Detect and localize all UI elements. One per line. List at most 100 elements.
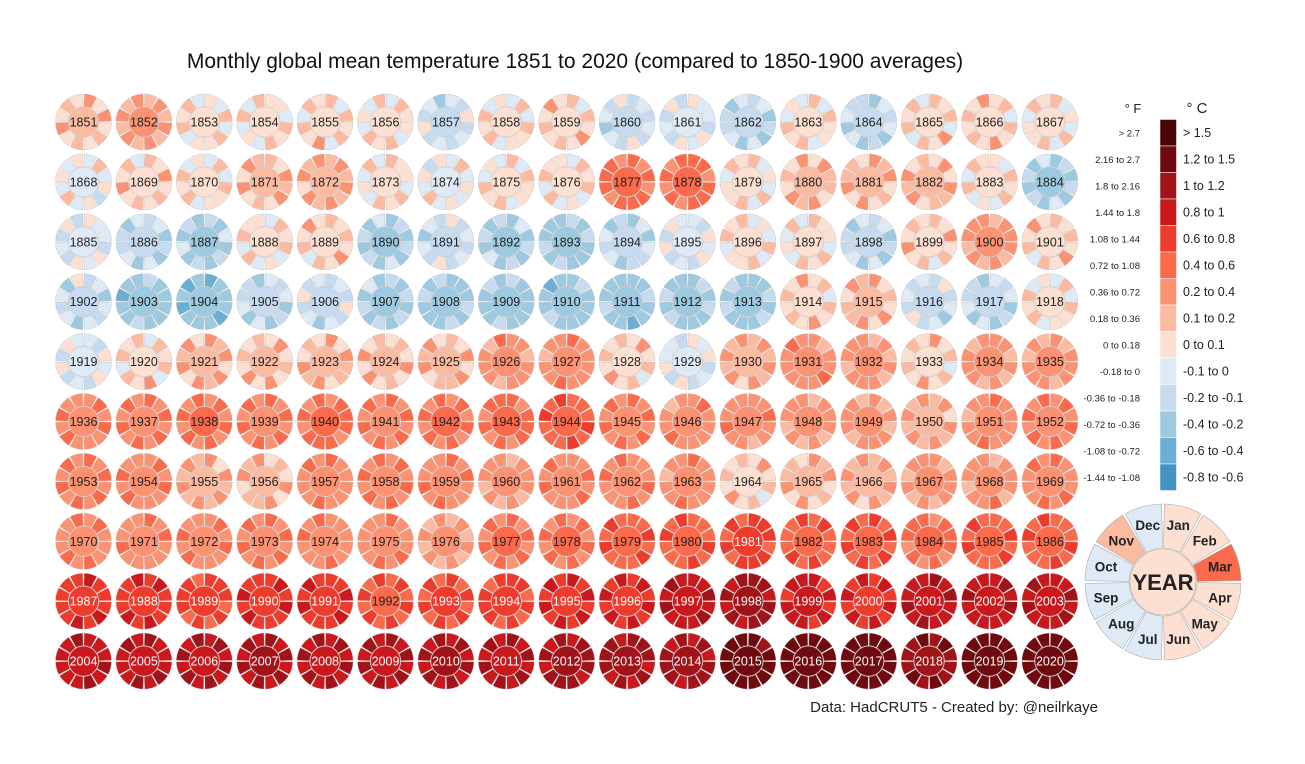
credit-text: Data: HadCRUT5 - Created by: @neilrkaye <box>810 699 1098 716</box>
month-segment <box>598 108 614 122</box>
month-segment <box>69 434 84 450</box>
month-segment <box>640 108 656 122</box>
year-label: 1865 <box>915 116 943 130</box>
month-segment <box>942 228 958 242</box>
month-segment <box>876 337 893 354</box>
month-segment <box>900 168 916 182</box>
month-segment <box>190 255 205 270</box>
month-segment <box>251 333 265 349</box>
month-segment <box>961 661 977 675</box>
month-segment <box>144 255 158 270</box>
year-wheel: 1874 <box>417 153 475 211</box>
month-segment <box>311 153 325 169</box>
month-segment <box>566 374 581 390</box>
month-segment <box>794 393 809 409</box>
year-wheel: 1989 <box>176 573 233 630</box>
year-label: 1861 <box>674 116 702 130</box>
year-label: 1992 <box>372 595 400 609</box>
example-year-label: YEAR <box>1132 570 1193 595</box>
month-segment <box>613 393 627 409</box>
month-segment <box>212 489 229 506</box>
month-segment <box>876 129 893 147</box>
month-segment <box>673 614 688 630</box>
month-segment <box>659 301 675 316</box>
month-segment <box>695 609 712 626</box>
month-segment <box>96 467 112 482</box>
month-segment <box>157 647 173 661</box>
month-segment <box>459 647 475 661</box>
year-center <box>611 346 643 377</box>
month-segment <box>663 429 680 446</box>
month-segment <box>566 93 581 109</box>
year-center <box>551 466 582 497</box>
year-center <box>611 586 643 617</box>
year-label: 1901 <box>1036 235 1064 249</box>
month-segment <box>278 661 293 675</box>
month-segment <box>580 168 595 182</box>
month-segment <box>119 549 137 566</box>
month-segment <box>989 374 1004 390</box>
month-segment <box>236 301 252 316</box>
example-month-segment <box>1124 503 1163 553</box>
month-segment <box>264 434 279 450</box>
legend-label-fahrenheit: 0.18 to 0.36 <box>1090 314 1140 325</box>
month-segment <box>761 288 777 302</box>
month-segment <box>975 255 990 270</box>
year-wheel: 1988 <box>115 573 173 630</box>
legend-label-celsius: > 1.5 <box>1183 126 1211 140</box>
year-center <box>189 586 220 617</box>
year-wheel: 1964 <box>719 453 777 510</box>
month-segment <box>459 421 475 436</box>
month-segment <box>695 668 712 686</box>
month-segment <box>989 614 1004 630</box>
month-segment <box>1002 587 1018 601</box>
month-segment <box>687 614 702 630</box>
month-segment <box>882 601 897 615</box>
month-segment <box>482 129 499 147</box>
month-segment <box>663 309 680 326</box>
year-center <box>249 645 280 677</box>
year-wheel: 1981 <box>719 513 777 570</box>
month-segment <box>459 467 475 482</box>
month-segment <box>514 337 531 354</box>
month-segment <box>784 217 801 234</box>
month-segment <box>278 301 293 316</box>
month-segment <box>361 97 378 115</box>
month-segment <box>151 97 169 115</box>
month-segment <box>115 601 131 615</box>
month-segment <box>338 541 354 555</box>
month-segment <box>157 182 173 196</box>
month-segment <box>176 647 191 661</box>
month-segment <box>602 609 620 626</box>
month-segment <box>482 157 499 175</box>
month-segment <box>904 609 922 626</box>
month-segment <box>538 467 554 482</box>
month-segment <box>240 157 257 175</box>
month-segment <box>83 674 98 690</box>
month-segment <box>453 668 471 686</box>
month-segment <box>816 668 833 686</box>
month-segment <box>385 195 400 211</box>
legend-swatch <box>1159 304 1177 332</box>
year-label: 1941 <box>372 415 400 429</box>
month-segment <box>821 361 837 376</box>
month-segment <box>272 97 289 115</box>
year-label: 1968 <box>976 475 1004 489</box>
month-segment <box>961 407 977 422</box>
month-segment <box>519 601 535 615</box>
legend-swatch <box>1159 357 1177 385</box>
month-segment <box>96 228 112 242</box>
month-segment <box>180 549 197 566</box>
month-segment <box>236 661 252 675</box>
month-segment <box>311 674 325 690</box>
month-segment <box>700 347 716 362</box>
month-segment <box>634 97 652 115</box>
month-segment <box>212 277 229 294</box>
month-segment <box>1063 242 1079 256</box>
month-segment <box>748 315 762 330</box>
month-segment <box>1063 467 1079 482</box>
month-segment <box>519 407 535 422</box>
month-segment <box>393 517 410 534</box>
month-segment <box>719 421 735 436</box>
month-segment <box>855 573 869 588</box>
